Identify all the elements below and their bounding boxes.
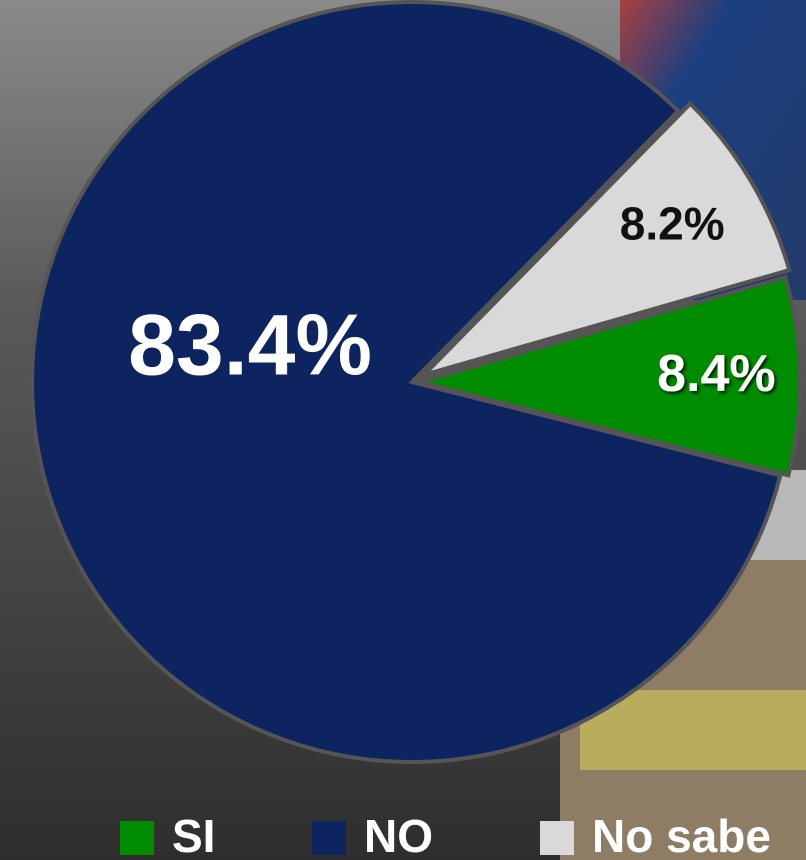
pie-slice [30, 0, 783, 764]
data-label: 8.2% [620, 197, 725, 249]
legend-label: No sabe [592, 810, 771, 860]
legend-label: NO [364, 810, 433, 860]
pie-slice [417, 100, 792, 379]
legend-label: SI [172, 810, 215, 860]
pie [30, 0, 802, 764]
data-label: 83.4% [128, 298, 372, 394]
data-label: 8.4% [657, 345, 776, 403]
legend-swatch [312, 821, 346, 855]
legend-swatch [540, 821, 574, 855]
pie-slice [412, 274, 802, 478]
legend-swatch [120, 821, 154, 855]
legend: SI NO No sabe [120, 810, 771, 860]
labels: 8.4% 83.4% 8.2% [128, 197, 776, 403]
